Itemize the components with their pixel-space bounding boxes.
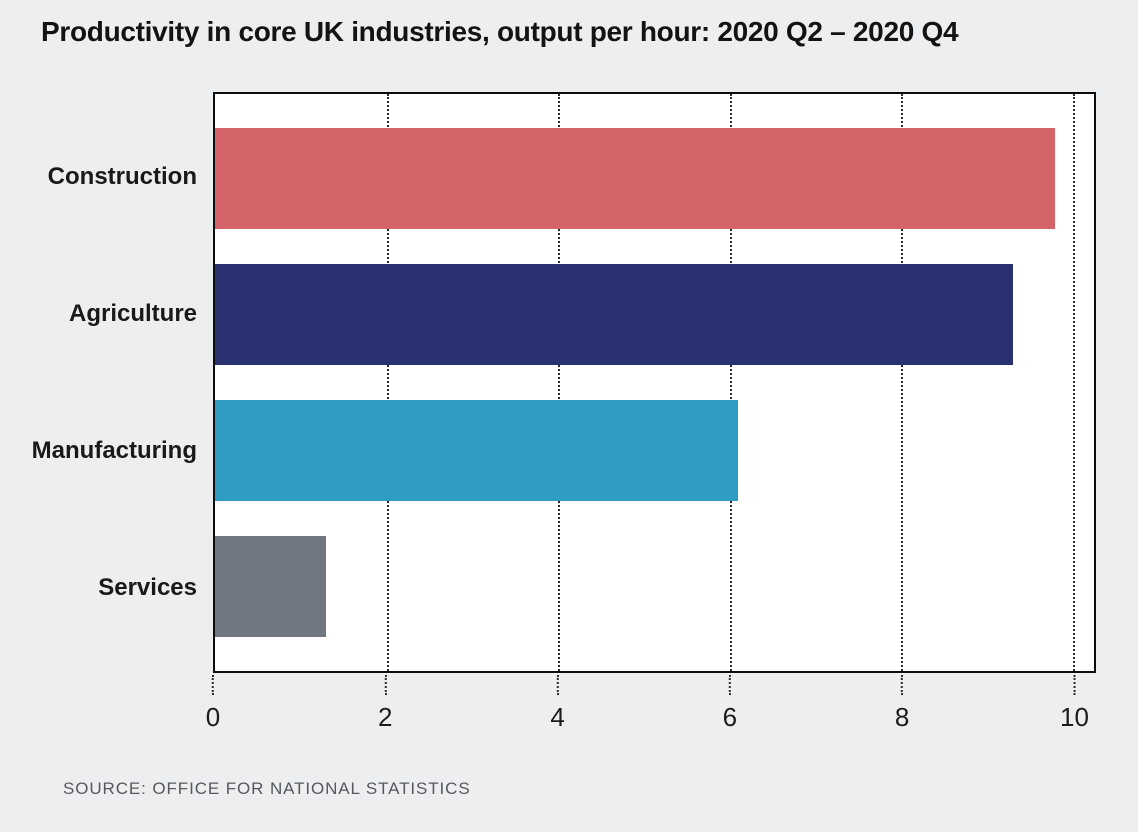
x-tick-mark: [1073, 675, 1076, 695]
x-tick-mark: [901, 675, 904, 695]
source-note: SOURCE: OFFICE FOR NATIONAL STATISTICS: [63, 779, 471, 798]
gridline-2: [386, 94, 389, 671]
bar-manufacturing: [215, 400, 739, 501]
category-label-construction: Construction: [47, 162, 197, 190]
category-label-agriculture: Agriculture: [68, 299, 197, 327]
y-axis-category-labels: Construction Agriculture Manufacturing S…: [0, 92, 197, 673]
category-label-manufacturing: Manufacturing: [31, 437, 197, 465]
x-tick-0: 0: [206, 675, 220, 733]
category-label-services: Services: [98, 574, 197, 602]
x-tick-label: 6: [722, 702, 738, 732]
x-tick-mark: [384, 675, 387, 695]
bar-series: [215, 94, 1094, 671]
x-tick-8: 8: [895, 675, 909, 733]
x-tick-6: 6: [723, 675, 737, 733]
gridline-4: [558, 94, 561, 671]
x-tick-label: 0: [205, 702, 221, 732]
gridline-6: [729, 94, 732, 671]
chart-title: Productivity in core UK industries, outp…: [41, 16, 959, 47]
x-tick-label: 10: [1059, 702, 1089, 732]
x-tick-mark: [728, 675, 731, 695]
plot-area: [213, 92, 1096, 673]
x-tick-mark: [212, 675, 214, 695]
x-tick-label: 4: [550, 702, 565, 732]
bar-agriculture: [215, 264, 1013, 365]
x-tick-10: 10: [1060, 675, 1089, 733]
x-tick-label: 8: [894, 702, 910, 732]
x-tick-4: 4: [550, 675, 565, 733]
bar-services: [215, 536, 327, 637]
x-tick-2: 2: [378, 675, 393, 733]
gridline-8: [901, 94, 904, 671]
x-tick-label: 2: [378, 702, 393, 732]
gridline-10: [1072, 94, 1075, 671]
gridlines: [215, 94, 1094, 671]
x-tick-mark: [556, 675, 559, 695]
x-axis: 0 2 4 6 8 10: [206, 675, 1096, 735]
bar-construction: [215, 128, 1056, 229]
